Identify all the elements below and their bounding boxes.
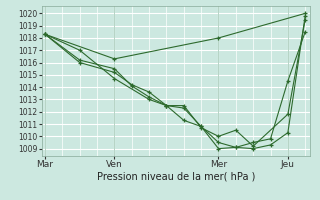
X-axis label: Pression niveau de la mer( hPa ): Pression niveau de la mer( hPa ) xyxy=(97,172,255,182)
